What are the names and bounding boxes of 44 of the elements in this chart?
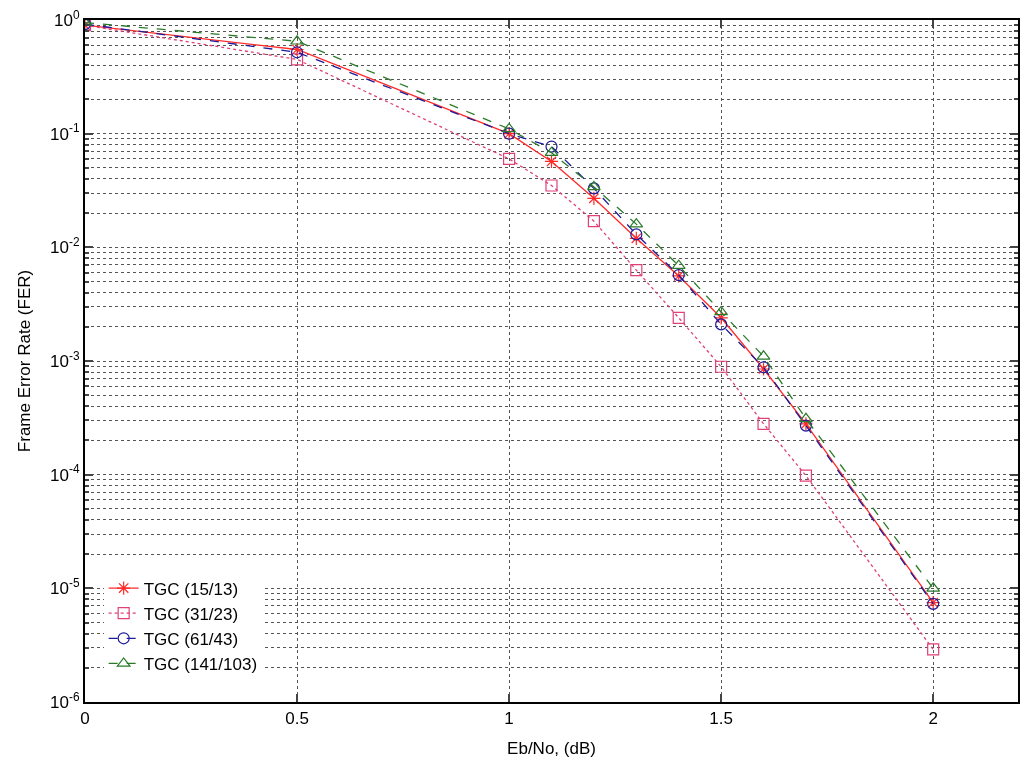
y-tick-label: 10$^{-4}$ [50,462,80,485]
y-tick-label: 10$^{0}$ [54,7,80,30]
legend-label: TGC (15/13) [143,579,239,599]
point [544,154,559,169]
legend-label: TGC (61/43) [143,629,239,649]
y-tick-label: 10$^{-5}$ [50,576,80,599]
point [290,53,304,66]
point [630,264,643,277]
point [715,318,728,331]
legend-label: TGC (141/103) [143,655,258,675]
point [630,228,643,241]
point [586,191,602,206]
point [587,215,601,228]
point [629,231,644,246]
y-tick-label: 10$^{-1}$ [50,121,80,144]
x-tick-label: 1.5 [709,709,733,729]
point [289,42,305,57]
point [545,179,558,192]
point [586,180,601,191]
point [713,310,729,325]
point [587,182,601,195]
x-tick-label: 1 [504,709,514,729]
point [290,35,304,45]
point [927,643,940,656]
point [502,152,516,165]
point [757,417,770,430]
point [290,46,304,59]
x-tick-label: 2 [928,709,938,729]
y-tick-label: 10$^{-6}$ [50,689,80,712]
point [544,146,559,157]
x-tick-label: 0 [80,709,90,729]
y-tick-label: 10$^{-2}$ [50,235,80,258]
x-axis-title: Eb/No, (dB) [507,739,596,759]
point [799,412,813,423]
y-axis-title: Frame Error Rate (FER) [15,269,35,453]
legend-label: TGC (31/23) [143,604,239,624]
point [714,305,729,316]
point [715,360,728,373]
point [502,122,517,133]
x-tick-label: 0.5 [285,709,309,729]
y-tick-label: 10$^{-3}$ [50,348,80,371]
point [799,469,813,482]
point [672,311,685,324]
point [545,140,558,153]
